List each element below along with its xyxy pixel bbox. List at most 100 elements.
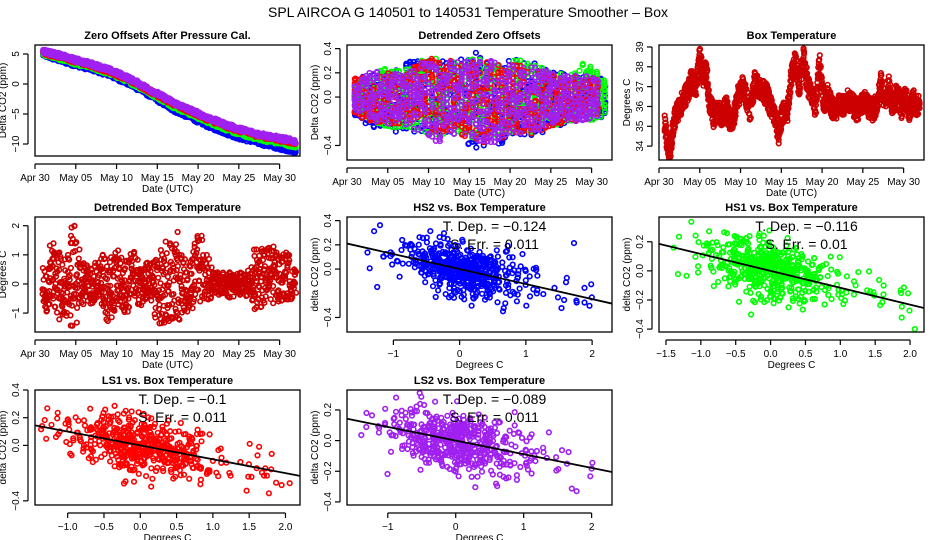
point-ls2 [469,102,476,110]
point-ls1 [480,97,487,104]
point-ls2 [429,104,436,111]
point-ls2 [422,122,429,129]
point-ls2 [462,92,469,99]
point-ls2 [436,134,444,141]
panel-title: Zero Offsets After Pressure Cal. [84,30,250,42]
point-ls2 [444,73,451,80]
point-ls1 [484,113,491,120]
x-tick-label: May 10 [100,173,133,184]
point-ls2 [466,84,473,91]
point-ls2 [480,94,487,101]
point-ls2 [425,63,433,71]
point-ls2 [425,130,433,137]
point-ls2 [461,103,468,111]
point-ls1 [483,85,491,92]
point-ls2 [366,78,374,85]
point-ls2 [440,99,447,106]
point-ls2 [436,106,443,114]
point-ls2 [480,117,488,125]
data-points [351,49,609,151]
point-ls2 [396,110,403,118]
point-ls2 [403,72,411,79]
point-ls1 [429,73,436,81]
point-ls2 [468,130,476,137]
point-ls2 [392,70,399,78]
point-ls2 [429,133,436,140]
point-ls2 [473,72,480,79]
point-ls2 [444,94,451,102]
y-tick-label: −10 [11,135,22,152]
point-ls2 [454,82,461,89]
x-tick-label: May 25 [222,173,255,184]
point-ls2 [447,61,455,69]
point-ls2 [429,84,436,91]
point-ls2 [362,81,370,88]
point-ls2 [469,85,476,92]
point-ls2 [392,106,400,113]
point-ls2 [480,100,487,107]
point-hs1 [601,82,608,89]
point-ls2 [421,75,429,82]
point-ls2 [447,119,454,126]
x-tick-label: May 05 [59,173,92,184]
point-ls2 [381,90,388,98]
point-hs1 [601,104,608,111]
point-ls1 [546,122,553,130]
point-ls2 [425,80,432,88]
point-ls2 [367,86,374,93]
point-ls2 [437,95,444,102]
y-tick-label: −5 [11,108,22,120]
point-hs1 [600,77,608,84]
point-ls1 [436,59,443,67]
point-ls2 [450,125,458,132]
point-ls2 [447,88,454,95]
point-ls1 [447,84,454,91]
point-ls2 [436,80,443,87]
point-ls2 [472,97,479,104]
y-tick-label: 0 [11,81,22,87]
x-axis-label: Date (UTC) [142,184,193,195]
point-hs1 [586,65,594,72]
point-ls2 [395,71,402,78]
point-ls2 [392,87,399,94]
point-ls2 [454,59,461,66]
point-ls2 [443,76,450,83]
plot-frame [34,44,301,157]
point-hs1 [579,61,586,69]
point-ls2 [461,110,469,117]
point-ls1 [406,75,414,82]
point-hs2 [473,144,480,151]
point-ls2 [472,133,479,140]
point-ls2 [380,101,388,109]
point-ls2 [355,84,362,92]
point-ls2 [355,88,362,95]
y-tick-label: 5 [11,51,22,57]
point-ls2 [410,84,417,92]
point-ls2 [447,72,454,80]
x-tick-label: May 20 [182,173,215,184]
y-axis-label: Delta CO2 (ppm) [0,63,9,139]
point-ls2 [429,102,436,109]
point-ls2 [399,111,406,119]
point-ls2 [469,112,476,120]
point-hs1 [600,79,608,86]
point-ls2 [479,125,487,132]
point-ls2 [455,91,462,98]
point-ls2 [458,97,466,105]
point-ls2 [458,76,465,83]
point-ls2 [462,58,469,66]
point-ls2 [428,92,435,99]
panel-zero-offsets: Zero Offsets After Pressure Cal. Apr 30 Ma… [0,30,301,195]
point-ls2 [432,66,440,73]
x-tick-label: May 15 [141,173,174,184]
point-ls2 [462,130,469,137]
x-tick-label: Apr 30 [20,173,50,184]
panel-title: Detrended Zero Offsets [418,30,540,42]
point-ls2 [469,57,477,64]
point-ls2 [385,120,392,127]
point-ls2 [381,78,388,86]
point-ls2 [481,133,488,140]
point-ls2 [450,130,458,137]
point-ls2 [356,81,363,88]
